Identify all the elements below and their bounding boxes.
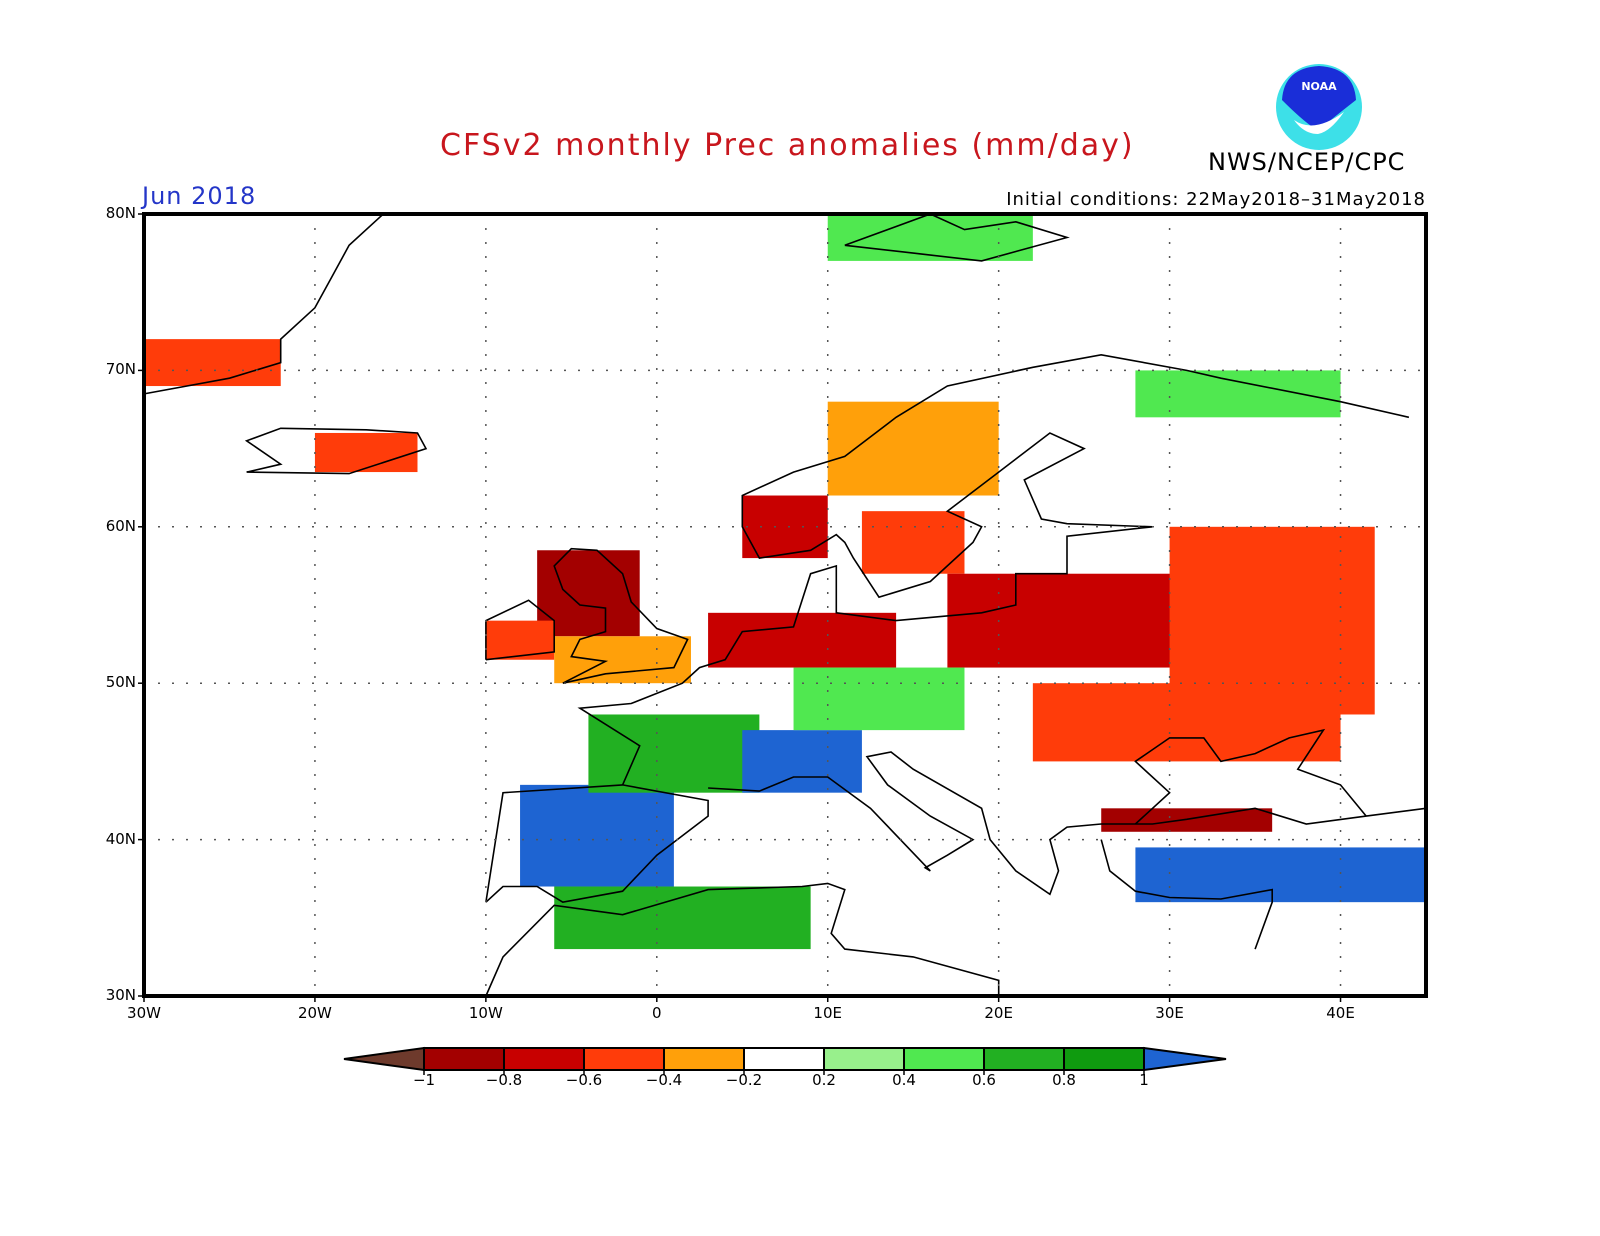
coastline xyxy=(1100,839,1273,950)
colorbar-label: −0.2 xyxy=(725,1071,763,1089)
y-tick-label: 70N xyxy=(105,360,136,379)
x-tick-label: 40E xyxy=(1326,1004,1355,1022)
colorbar-bin xyxy=(983,1047,1065,1071)
anomaly-region xyxy=(485,620,555,660)
anomaly-region xyxy=(742,730,862,793)
colorbar-label: −0.6 xyxy=(565,1071,603,1089)
colorbar xyxy=(343,1046,1227,1075)
anomaly-region xyxy=(708,612,897,668)
colorbar-label: −1 xyxy=(412,1071,436,1089)
coastline xyxy=(485,599,555,661)
colorbar-min-arrow xyxy=(343,1046,425,1072)
colorbar-bin xyxy=(423,1047,505,1071)
coastline xyxy=(143,213,384,395)
y-tick-label: 40N xyxy=(105,829,136,848)
colorbar-label: 0.6 xyxy=(972,1071,996,1089)
noaa-logo-bird xyxy=(1294,112,1344,134)
anomaly-cells xyxy=(144,214,1426,950)
coastline xyxy=(553,547,689,684)
chart-title: CFSv2 monthly Prec anomalies (mm/day) xyxy=(440,128,1135,163)
anomaly-region xyxy=(947,573,1204,668)
x-tick-label: 30E xyxy=(1155,1004,1184,1022)
anomaly-region xyxy=(314,432,418,473)
colorbar-label: 0.8 xyxy=(1052,1071,1076,1089)
anomaly-region xyxy=(554,636,691,684)
x-tick-label: 30W xyxy=(127,1004,161,1022)
colorbar-bin xyxy=(743,1047,825,1071)
noaa-logo-text: NOAA xyxy=(1301,80,1337,93)
coastline xyxy=(485,784,709,904)
coastline xyxy=(577,353,1410,786)
colorbar-label: 1 xyxy=(1139,1071,1149,1089)
x-tick-label: 20E xyxy=(984,1004,1013,1022)
colorbar-bin xyxy=(663,1047,745,1071)
colorbar-label: 0.2 xyxy=(812,1071,836,1089)
y-tick-label: 30N xyxy=(105,986,136,1004)
colorbar-max-arrow xyxy=(1143,1046,1227,1072)
coastline xyxy=(485,882,1000,997)
colorbar-label: −0.4 xyxy=(645,1071,683,1089)
anomaly-region xyxy=(144,339,281,387)
noaa-logo: NOAA xyxy=(1276,64,1362,150)
axis-ticks xyxy=(138,213,1342,1002)
colorbar-label: −0.8 xyxy=(485,1071,523,1089)
x-tick-label: 10E xyxy=(813,1004,842,1022)
anomaly-region xyxy=(827,214,1033,261)
coastline xyxy=(844,213,1070,262)
anomaly-region xyxy=(520,784,674,887)
x-tick-label: 20W xyxy=(297,1004,332,1022)
anomaly-region xyxy=(1032,683,1341,762)
agency-label: NWS/NCEP/CPC xyxy=(1208,148,1406,176)
coastline xyxy=(244,427,428,475)
colorbar-bin xyxy=(503,1047,585,1071)
x-tick-label: 0 xyxy=(652,1004,662,1022)
colorbar-bin xyxy=(583,1047,665,1071)
anomaly-region xyxy=(588,714,760,793)
anomaly-region xyxy=(793,667,965,731)
initial-conditions: Initial conditions: 22May2018–31May2018 xyxy=(1006,189,1426,210)
anomaly-region xyxy=(1135,847,1426,903)
y-tick-label: 60N xyxy=(105,516,136,535)
anomaly-region xyxy=(1135,370,1341,418)
y-tick-label: 80N xyxy=(105,204,136,222)
forecast-month: Jun 2018 xyxy=(142,182,257,210)
map-frame xyxy=(142,212,1428,998)
colorbar-label: 0.4 xyxy=(892,1071,916,1089)
colorbar-bin xyxy=(1063,1047,1145,1071)
anomaly-region xyxy=(861,511,965,574)
coastline xyxy=(1134,728,1367,825)
coastlines xyxy=(143,213,1427,997)
y-tick-label: 50N xyxy=(105,673,136,692)
colorbar-bin xyxy=(903,1047,985,1071)
x-tick-label: 10W xyxy=(468,1004,503,1022)
anomaly-region xyxy=(827,401,999,496)
colorbar-bin xyxy=(823,1047,905,1071)
